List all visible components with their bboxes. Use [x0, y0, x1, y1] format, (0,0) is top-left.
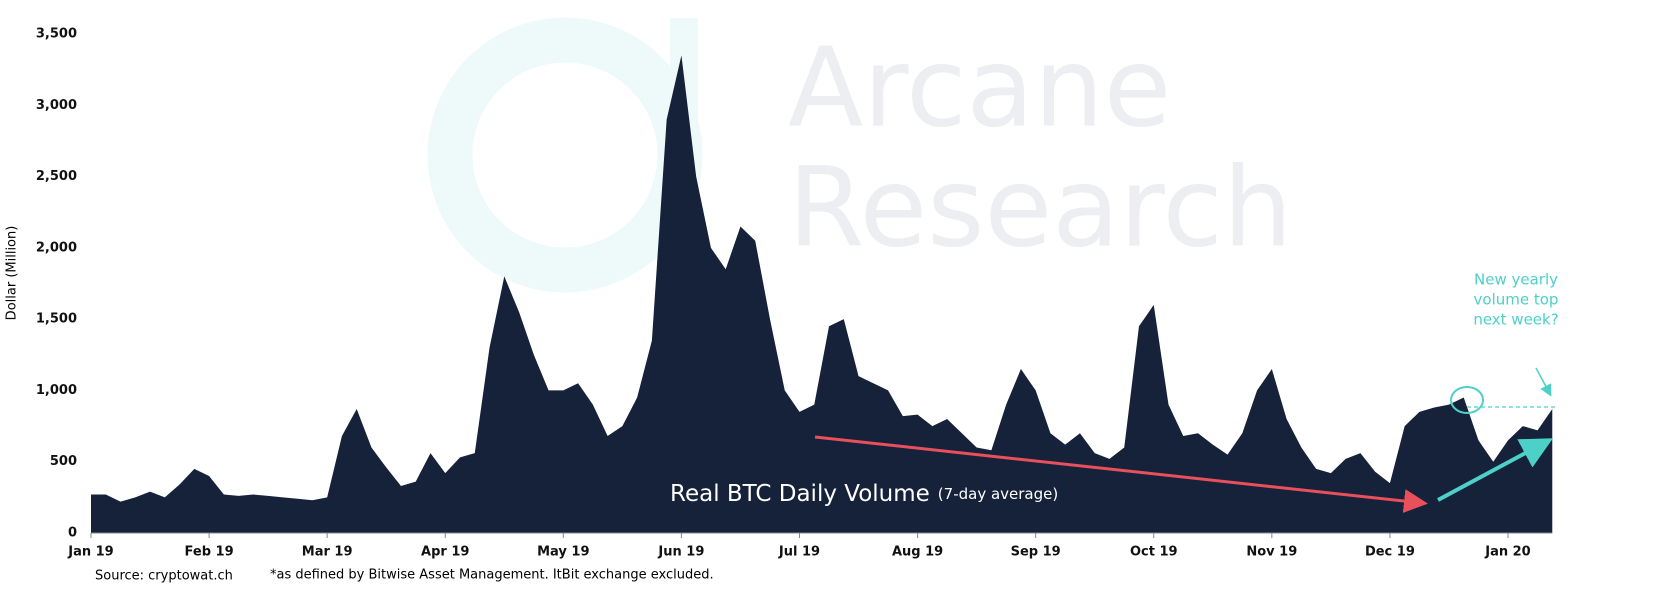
watermark-text: Arcane: [788, 23, 1171, 151]
y-tick-label: 2,000: [36, 240, 77, 255]
y-tick-label: 3,000: [36, 98, 77, 113]
highlight-circle: [1450, 386, 1484, 414]
footnote: *as defined by Bitwise Asset Management.…: [270, 568, 714, 583]
x-tick-label: Jun 19: [657, 545, 704, 560]
x-tick-label: Dec 19: [1365, 545, 1415, 560]
x-tick-label: Apr 19: [421, 545, 469, 560]
y-tick-label: 500: [50, 454, 77, 469]
x-tick-label: Feb 19: [185, 545, 234, 560]
trend-arrow: [1437, 438, 1554, 502]
subtitle: (7-day average): [938, 485, 1058, 503]
y-tick-label: 1,000: [36, 383, 77, 398]
x-tick-label: Jan 19: [67, 545, 113, 560]
x-tick-label: Mar 19: [302, 545, 353, 560]
annotation-arrow: [1535, 367, 1552, 397]
source: Source: cryptowat.ch: [95, 569, 233, 584]
watermark-text: Research: [788, 143, 1293, 271]
y-axis-title: Dollar (Million): [5, 226, 20, 321]
annotation: volume top: [1474, 291, 1559, 309]
y-tick-label: 1,500: [36, 312, 77, 327]
y-tick-label: 2,500: [36, 169, 77, 184]
annotation: New yearly: [1474, 271, 1558, 289]
x-tick-label: Oct 19: [1130, 545, 1178, 560]
y-tick-label: 0: [68, 526, 77, 541]
chart-title: Real BTC Daily Volume (7-day average): [670, 481, 1058, 507]
x-tick-label: Jul 19: [778, 545, 820, 560]
y-tick-label: 3,500: [36, 27, 77, 42]
x-tick-label: Aug 19: [892, 545, 943, 560]
x-tick-label: May 19: [537, 545, 589, 560]
trend-arrow: [814, 435, 1428, 513]
watermark-logo: [427, 17, 703, 293]
x-tick-label: Sep 19: [1011, 545, 1061, 560]
x-tick-label: Nov 19: [1246, 545, 1297, 560]
annotation: next week?: [1473, 311, 1558, 329]
watermark: Arcane Research: [427, 17, 1293, 293]
x-tick-label: Jan 20: [1484, 545, 1530, 560]
title: Real BTC Daily Volume: [670, 481, 930, 507]
